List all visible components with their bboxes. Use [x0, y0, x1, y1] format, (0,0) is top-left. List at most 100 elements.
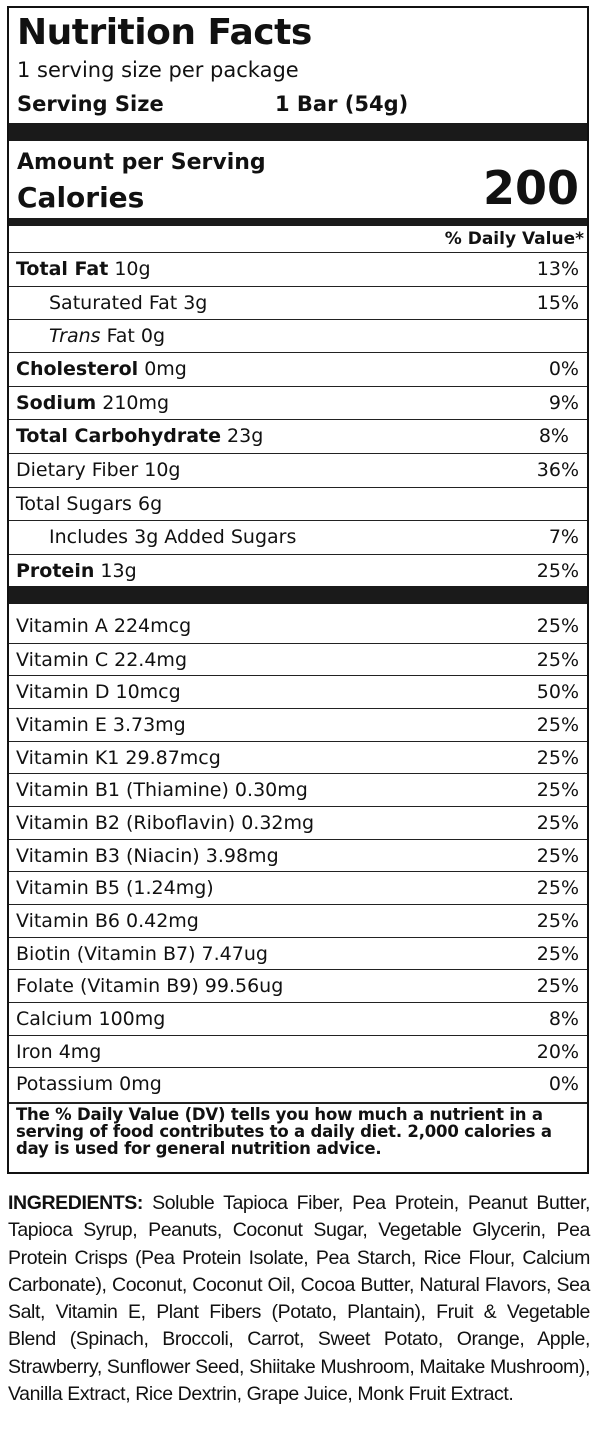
nutrient-name: Total Sugars	[16, 493, 132, 515]
ingredients-label: INGREDIENTS:	[8, 1192, 143, 1214]
nutrient-row: Total Carbohydrate 23g 8%	[9, 419, 587, 453]
nutrient-amount: 3g	[183, 292, 208, 314]
nutrient-amount: 10g	[144, 459, 181, 481]
panel-title: Nutrition Facts	[17, 12, 312, 53]
nutrient-row: Cholesterol 0mg 0%	[9, 352, 587, 386]
vitamin-name: Folate (Vitamin B9) 99.56ug	[16, 975, 284, 997]
vitamin-row: Vitamin D 10mcg 50%	[9, 675, 587, 709]
nutrient-name: Includes 3g Added Sugars	[49, 526, 297, 548]
daily-value-footnote: The % Daily Value (DV) tells you how muc…	[16, 1105, 552, 1158]
serving-size-value: 1 Bar (54g)	[275, 92, 409, 116]
nutrient-row: Protein 13g 25%	[9, 554, 587, 588]
vitamin-name: Vitamin B1 (Thiamine) 0.30mg	[16, 779, 308, 801]
nutrient-name: Saturated Fat	[49, 292, 178, 314]
vitamin-row: Vitamin K1 29.87mcg 25%	[9, 741, 587, 775]
nutrient-name: Sodium	[16, 392, 97, 414]
ingredients-list: INGREDIENTS: Soluble Tapioca Fiber, Pea …	[8, 1190, 590, 1408]
nutrient-dv: 7%	[548, 526, 579, 548]
vitamin-row: Potassium 0mg 0%	[9, 1067, 587, 1101]
calories-value: 200	[482, 161, 579, 215]
vitamin-row: Vitamin B3 (Niacin) 3.98mg 25%	[9, 839, 587, 873]
vitamin-row: Vitamin E 3.73mg 25%	[9, 708, 587, 742]
nutrient-row: Includes 3g Added Sugars 7%	[9, 520, 587, 554]
nutrient-dv: 36%	[536, 459, 579, 481]
vitamin-name: Vitamin B6 0.42mg	[16, 910, 199, 932]
vitamin-dv: 25%	[536, 812, 579, 834]
nutrient-dv: 15%	[536, 292, 579, 314]
vitamin-name: Potassium 0mg	[16, 1073, 162, 1095]
thick-divider	[9, 586, 587, 604]
nutrient-amount: 23g	[227, 425, 264, 447]
nutrition-facts-panel: Nutrition Facts 1 serving size per packa…	[7, 6, 589, 1174]
nutrient-dv: 0%	[548, 358, 579, 380]
vitamin-row: Folate (Vitamin B9) 99.56ug 25%	[9, 969, 587, 1003]
nutrient-name: Cholesterol	[16, 358, 139, 380]
vitamin-name: Vitamin B2 (Riboflavin) 0.32mg	[16, 812, 315, 834]
nutrient-dv: 9%	[548, 392, 579, 414]
nutrient-row: Total Fat 10g 13%	[9, 252, 587, 286]
vitamin-dv: 25%	[536, 649, 579, 671]
vitamin-row: Biotin (Vitamin B7) 7.47ug 25%	[9, 937, 587, 971]
thick-divider	[9, 123, 587, 141]
nutrient-name: Total Carbohydrate	[16, 425, 221, 447]
vitamin-dv: 20%	[536, 1041, 579, 1063]
vitamin-dv: 25%	[536, 714, 579, 736]
nutrient-name: Protein	[16, 560, 95, 582]
vitamin-name: Biotin (Vitamin B7) 7.47ug	[16, 943, 268, 965]
vitamin-dv: 25%	[536, 615, 579, 637]
vitamin-dv: 25%	[536, 877, 579, 899]
calories-label: Calories	[17, 181, 145, 214]
vitamin-row: Vitamin A 224mcg 25%	[9, 610, 587, 643]
nutrient-row: Saturated Fat 3g 15%	[9, 286, 587, 320]
vitamin-row: Iron 4mg 20%	[9, 1035, 587, 1069]
vitamin-row: Calcium 100mg 8%	[9, 1002, 587, 1036]
vitamin-name: Vitamin K1 29.87mcg	[16, 747, 221, 769]
vitamin-name: Vitamin C 22.4mg	[16, 649, 187, 671]
nutrient-amount: 210mg	[102, 392, 170, 414]
vitamin-dv: 50%	[536, 681, 579, 703]
footnote-divider	[9, 1102, 587, 1104]
vitamin-row: Vitamin C 22.4mg 25%	[9, 643, 587, 677]
nutrient-row: Trans Fat 0g	[9, 319, 587, 353]
vitamin-name: Vitamin A 224mcg	[16, 615, 192, 637]
nutrient-name: Trans	[49, 325, 101, 347]
vitamin-dv: 25%	[536, 747, 579, 769]
vitamin-dv: 25%	[536, 943, 579, 965]
vitamin-dv: 0%	[548, 1073, 579, 1095]
ingredients-text: Soluble Tapioca Fiber, Pea Protein, Pean…	[8, 1192, 590, 1406]
serving-size: Serving Size 1 Bar (54g)	[17, 90, 408, 118]
vitamin-name: Vitamin B3 (Niacin) 3.98mg	[16, 845, 279, 867]
vitamin-row: Vitamin B6 0.42mg 25%	[9, 904, 587, 938]
vitamin-dv: 8%	[548, 1008, 579, 1030]
servings-per-package: 1 serving size per package	[17, 58, 299, 82]
amount-per-serving: Amount per Serving	[17, 150, 266, 175]
vitamin-row: Vitamin B2 (Riboflavin) 0.32mg 25%	[9, 806, 587, 840]
vitamin-name: Calcium 100mg	[16, 1008, 166, 1030]
nutrient-amount: 0mg	[144, 358, 187, 380]
vitamin-dv: 25%	[536, 975, 579, 997]
vitamin-row: Vitamin B5 (1.24mg) 25%	[9, 871, 587, 905]
daily-value-header: % Daily Value*	[444, 229, 584, 249]
vitamin-name: Vitamin E 3.73mg	[16, 714, 186, 736]
nutrient-row: Total Sugars 6g	[9, 487, 587, 521]
nutrient-dv: 13%	[536, 258, 579, 280]
nutrient-amount: 6g	[137, 493, 163, 515]
vitamin-name: Iron 4mg	[16, 1041, 102, 1063]
nutrient-amount: Fat 0g	[106, 325, 166, 347]
vitamin-dv: 25%	[536, 910, 579, 932]
medium-divider	[9, 218, 587, 226]
vitamin-name: Vitamin D 10mcg	[16, 681, 181, 703]
nutrient-dv: 8%	[538, 425, 569, 447]
nutrient-name: Dietary Fiber	[16, 459, 139, 481]
nutrient-name: Total Fat	[16, 258, 109, 280]
nutrient-amount: 13g	[100, 560, 137, 582]
nutrient-dv: 25%	[536, 560, 579, 582]
nutrient-amount: 10g	[114, 258, 151, 280]
vitamin-dv: 25%	[536, 779, 579, 801]
vitamin-row: Vitamin B1 (Thiamine) 0.30mg 25%	[9, 773, 587, 807]
vitamin-dv: 25%	[536, 845, 579, 867]
vitamin-name: Vitamin B5 (1.24mg)	[16, 877, 214, 899]
serving-size-label: Serving Size	[17, 92, 164, 116]
nutrient-row: Dietary Fiber 10g 36%	[9, 453, 587, 487]
nutrient-row: Sodium 210mg 9%	[9, 386, 587, 420]
